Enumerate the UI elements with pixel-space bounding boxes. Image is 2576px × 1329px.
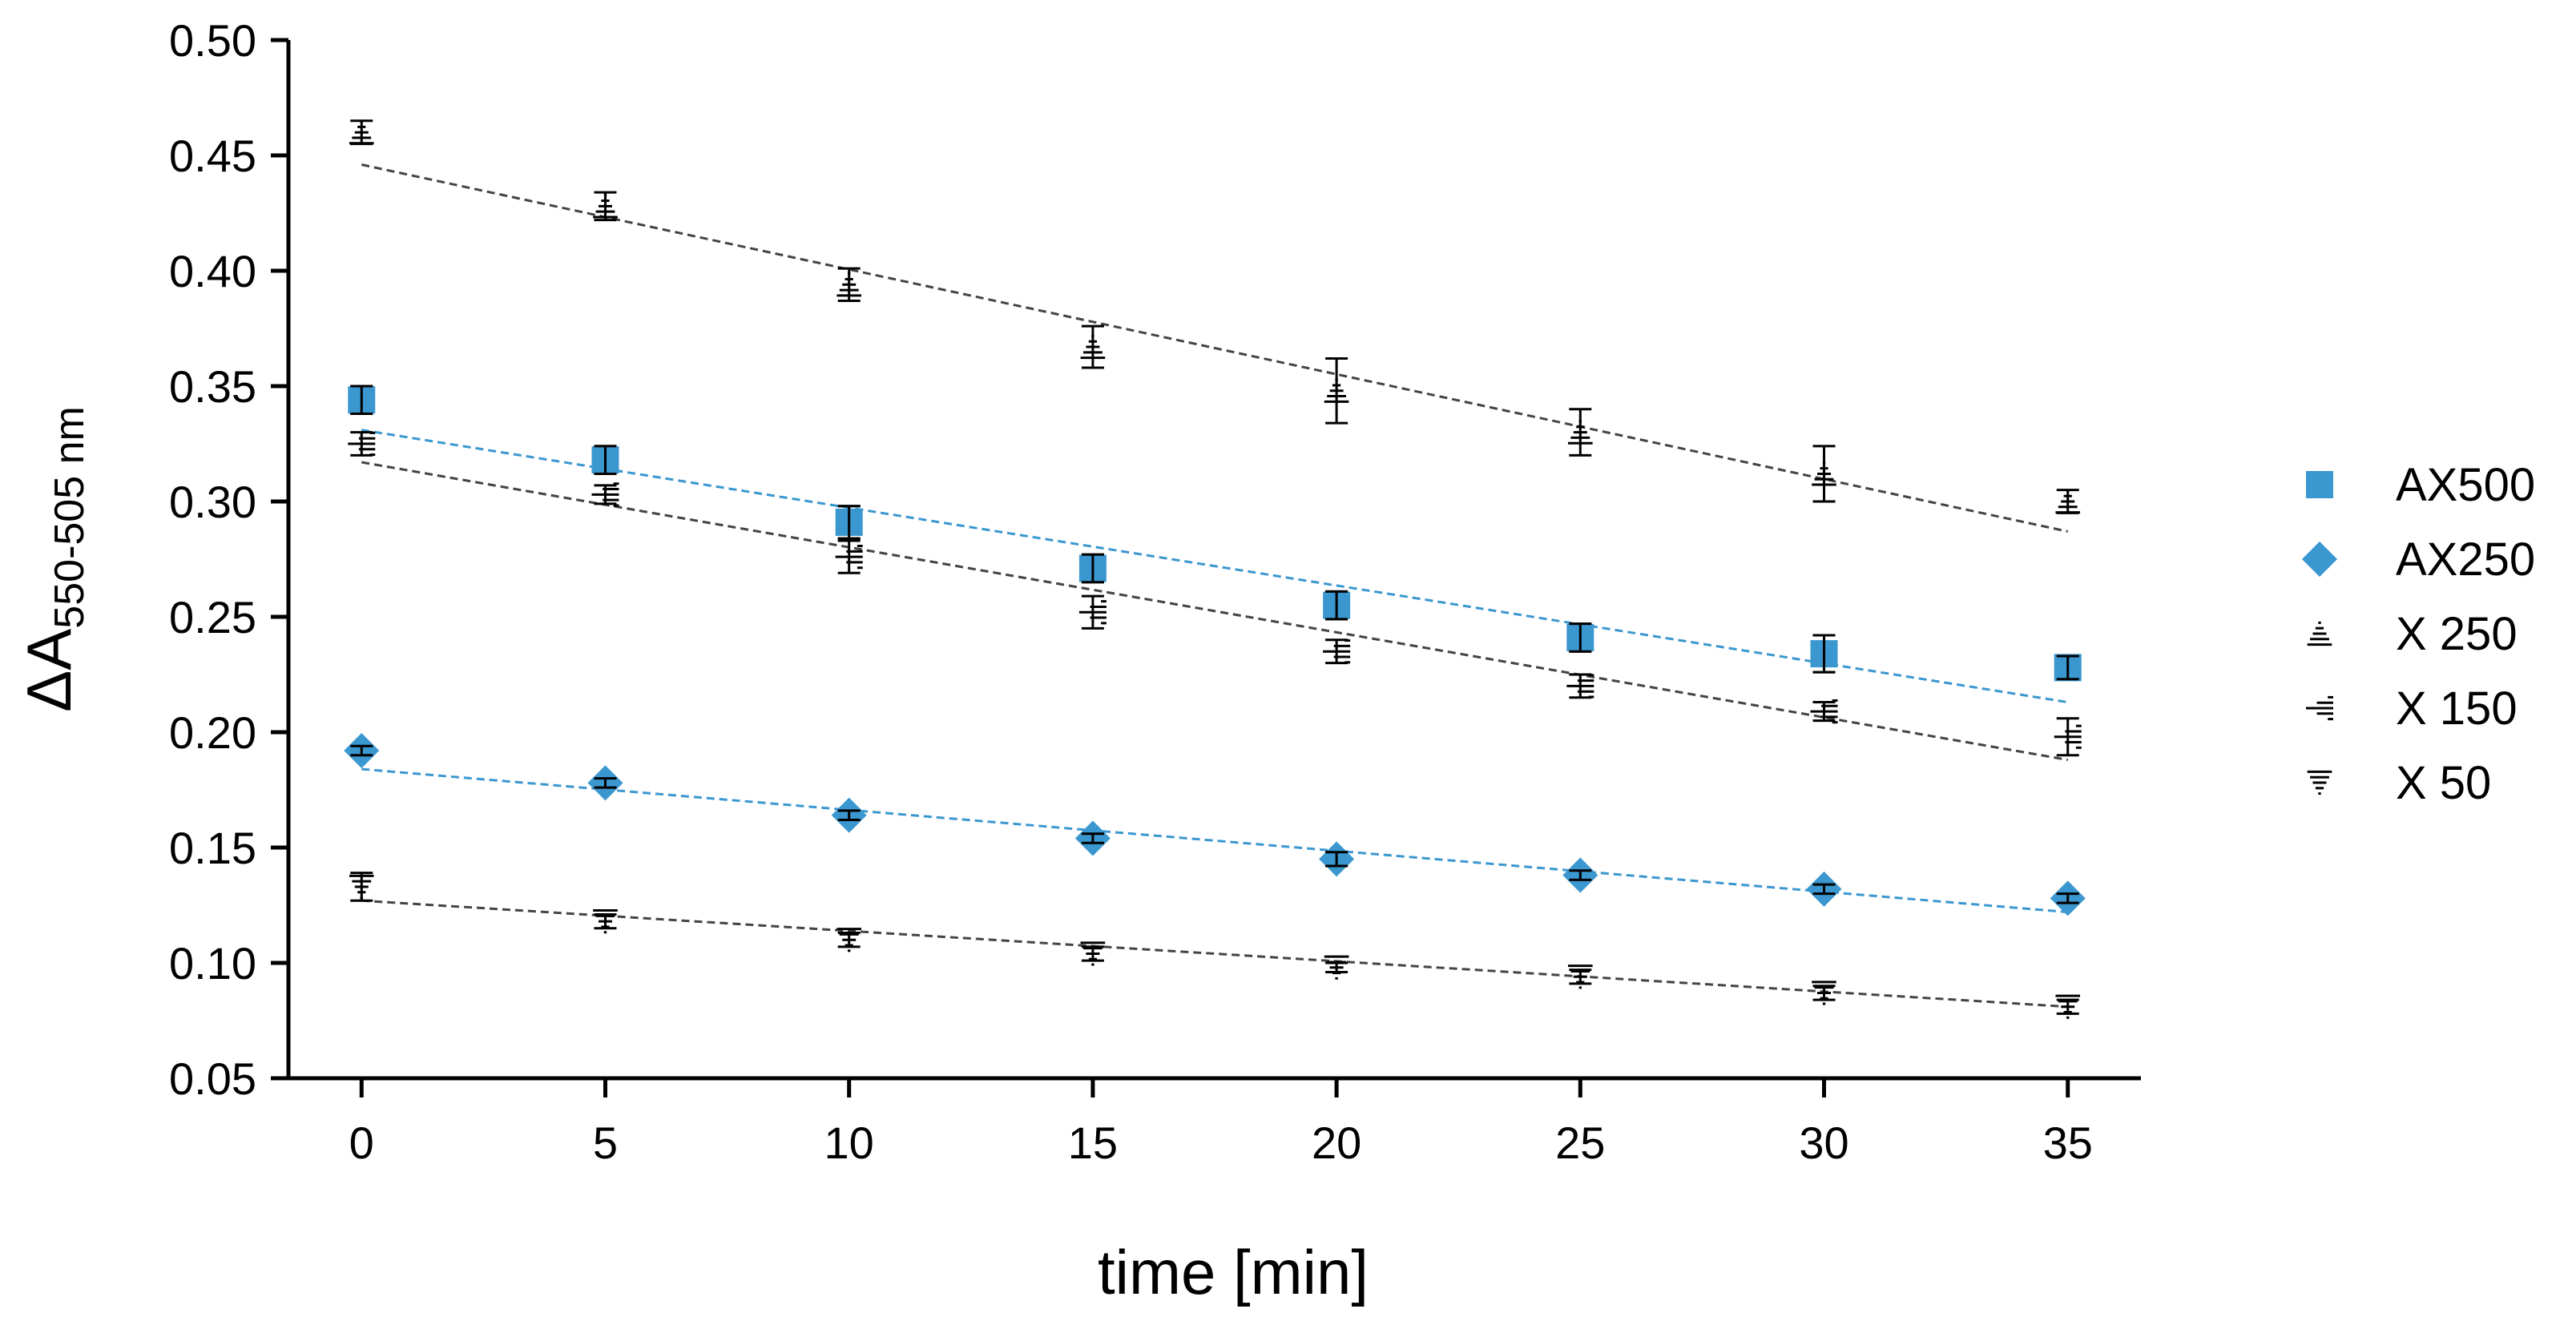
data-markers <box>344 120 2086 1019</box>
tick-marks: 0.05 0.10 0.15 0.20 0.25 0.30 0.35 0.40 0.45 0.50… <box>169 15 2093 1168</box>
y-tick-label: 0.50 <box>169 15 256 66</box>
data-point <box>1080 334 1106 360</box>
diamond-marker-shape <box>2302 542 2337 577</box>
fit-line-0 <box>361 429 2068 704</box>
error-bar-overlay <box>1569 869 1592 881</box>
y-tick-label: 0.20 <box>169 707 256 758</box>
data-point <box>836 928 861 952</box>
data-point <box>1324 955 1349 980</box>
data-point <box>349 874 374 900</box>
x-tick-label: 0 <box>349 1118 374 1168</box>
error-bar-overlay <box>837 505 861 540</box>
y-tick-label: 0.40 <box>169 246 256 296</box>
error-bar-overlay <box>350 744 373 757</box>
data-point <box>2055 994 2081 1019</box>
data-point <box>1568 420 1593 445</box>
y-tick-label: 0.35 <box>169 361 256 412</box>
data-point <box>835 545 863 570</box>
data-point <box>1812 981 1836 1005</box>
y-tick-label: 0.30 <box>169 477 256 527</box>
legend-marker <box>2302 542 2337 577</box>
fit-line-4 <box>361 899 2068 1009</box>
data-point <box>593 909 618 934</box>
legend-item: X 250 <box>2307 608 2518 660</box>
error-bar-overlay <box>2056 892 2079 904</box>
x-tick-label: 35 <box>2043 1118 2093 1168</box>
data-point <box>1324 378 1349 403</box>
legend-label: AX250 <box>2396 534 2535 586</box>
error-bar-overlay <box>594 445 617 475</box>
data-point <box>593 194 618 219</box>
legend-item: X 50 <box>2307 757 2491 809</box>
data-point <box>348 431 376 457</box>
x-axis-title: time [min] <box>1098 1237 1369 1307</box>
x-tick-label: 30 <box>1799 1118 1848 1168</box>
data-point <box>1566 674 1594 699</box>
y-axis-title-main: ΔA <box>14 629 84 712</box>
legend-item: AX500 <box>2306 459 2535 511</box>
data-point <box>1080 941 1106 966</box>
error-bar-overlay <box>594 777 617 789</box>
error-bar-overlay <box>350 385 373 416</box>
x-tick-label: 15 <box>1068 1118 1118 1168</box>
y-tick-label: 0.25 <box>169 592 256 642</box>
error-bar-overlay <box>1325 851 1348 868</box>
data-point <box>1810 699 1838 724</box>
square-marker-shape <box>2306 471 2333 498</box>
error-bar-overlay <box>1569 622 1592 653</box>
error-bar-overlay <box>1081 553 1104 584</box>
error-bar-overlay <box>2056 654 2079 681</box>
axes <box>286 40 2141 1081</box>
x-tick-label: 25 <box>1555 1118 1605 1168</box>
y-tick-label: 0.05 <box>169 1053 256 1104</box>
y-tick-label: 0.15 <box>169 823 256 873</box>
y-tick-label: 0.10 <box>169 938 256 989</box>
data-point <box>349 120 374 145</box>
fit-lines <box>361 163 2069 1009</box>
legend-label: X 150 <box>2396 683 2518 735</box>
data-point <box>2055 489 2081 514</box>
legend-item: AX250 <box>2302 534 2535 586</box>
data-point <box>836 272 861 297</box>
y-axis-title: ΔA550-505 nm <box>14 406 93 712</box>
legend-marker <box>2307 770 2332 795</box>
legend-label: X 50 <box>2396 757 2491 809</box>
legend-marker <box>2307 621 2332 646</box>
error-bar-overlay <box>1081 832 1104 844</box>
legend: AX500 AX250 X 250 X 150 X 50 <box>2302 459 2535 809</box>
x-tick-label: 10 <box>824 1118 874 1168</box>
data-point <box>591 482 619 507</box>
legend-label: AX500 <box>2396 459 2535 511</box>
error-bar-overlay <box>837 809 861 821</box>
data-point <box>1323 639 1351 664</box>
data-point <box>2054 724 2082 749</box>
fit-line-3 <box>361 461 2068 762</box>
legend-item: X 150 <box>2306 683 2518 735</box>
x-tick-label: 20 <box>1312 1118 1361 1168</box>
legend-marker <box>2306 695 2333 721</box>
legend-marker <box>2306 471 2333 498</box>
fit-line-1 <box>361 767 2068 914</box>
fit-line-2 <box>361 163 2069 533</box>
error-bar-overlay <box>1812 634 1836 674</box>
legend-label: X 250 <box>2396 608 2518 660</box>
x-tick-label: 5 <box>593 1118 618 1168</box>
error-bar-overlay <box>1325 590 1348 621</box>
error-bar-overlay <box>1812 883 1836 896</box>
y-axis-title-subscript: 550-505 nm <box>46 406 93 629</box>
data-point <box>1078 600 1107 625</box>
y-tick-label: 0.45 <box>169 131 256 181</box>
data-point <box>1568 965 1593 989</box>
data-point <box>1812 461 1836 486</box>
